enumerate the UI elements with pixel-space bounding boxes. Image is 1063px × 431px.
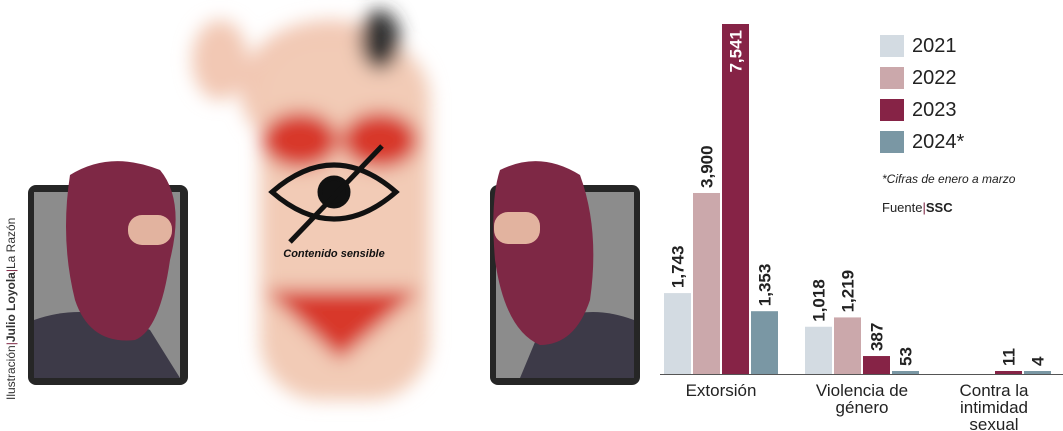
data-label: 1,018 bbox=[810, 279, 829, 322]
eye-slash-icon bbox=[268, 144, 400, 244]
data-label: 1,353 bbox=[756, 264, 775, 307]
legend-label: 2022 bbox=[912, 66, 957, 89]
bar bbox=[664, 293, 691, 374]
right-phone bbox=[490, 161, 640, 385]
data-label: 387 bbox=[868, 323, 887, 351]
legend-label: 2023 bbox=[912, 98, 957, 121]
data-label: 4 bbox=[1029, 356, 1048, 366]
legend-swatch bbox=[880, 131, 904, 153]
category-label: sexual bbox=[969, 415, 1018, 431]
blurred-figure bbox=[192, 10, 430, 400]
bar bbox=[892, 371, 919, 374]
legend-item: 2021 bbox=[880, 30, 964, 62]
legend-item: 2024* bbox=[880, 126, 964, 158]
data-label: 1,219 bbox=[839, 270, 858, 313]
bar bbox=[693, 192, 720, 374]
source-name: SSC bbox=[925, 200, 953, 215]
credit-separator: | bbox=[4, 269, 18, 273]
legend-label: 2021 bbox=[912, 34, 957, 57]
source-separator: | bbox=[922, 200, 926, 215]
credit-separator: | bbox=[4, 342, 18, 346]
chart-legend: 2021 2022 2023 2024* bbox=[880, 30, 964, 158]
illustration-credit: Ilustración|Julio Loyola|La Razón bbox=[4, 218, 18, 400]
legend-item: 2023 bbox=[880, 94, 964, 126]
bar bbox=[1024, 371, 1051, 374]
data-label: 53 bbox=[897, 347, 916, 366]
legend-item: 2022 bbox=[880, 62, 964, 94]
category-label: Contra la bbox=[960, 381, 1030, 400]
illustration bbox=[28, 10, 640, 400]
legend-label: 2024* bbox=[912, 130, 965, 153]
legend-swatch bbox=[880, 99, 904, 121]
category-label: Extorsión bbox=[686, 381, 757, 400]
data-note: *Cifras de enero a marzo bbox=[882, 172, 1016, 186]
data-label: 7,541 bbox=[727, 30, 746, 73]
category-label: género bbox=[836, 398, 889, 417]
bar bbox=[863, 356, 890, 374]
source-prefix: Fuente bbox=[882, 200, 923, 215]
bar bbox=[722, 24, 749, 374]
data-label: 1,743 bbox=[669, 246, 688, 289]
bar bbox=[834, 317, 861, 374]
source-credit: Fuente|SSC bbox=[882, 200, 953, 215]
sensitive-content-label: Contenido sensible bbox=[283, 248, 385, 260]
bar bbox=[995, 371, 1022, 374]
credit-prefix: Ilustración bbox=[4, 345, 18, 400]
bar-chart: 1,743 3,900 7,541 1,353 Extorsión 1,018 1,219 3… bbox=[660, 24, 1063, 431]
bar bbox=[751, 311, 778, 374]
credit-outlet: La Razón bbox=[4, 217, 18, 270]
left-phone bbox=[28, 161, 188, 385]
category-label: Violencia de bbox=[816, 381, 908, 400]
legend-swatch bbox=[880, 67, 904, 89]
data-label: 11 bbox=[1000, 348, 1019, 366]
bar bbox=[805, 326, 832, 374]
credit-author: Julio Loyola bbox=[4, 272, 18, 343]
legend-swatch bbox=[880, 35, 904, 57]
category-label: intimidad bbox=[960, 398, 1028, 417]
data-label: 3,900 bbox=[698, 145, 717, 188]
